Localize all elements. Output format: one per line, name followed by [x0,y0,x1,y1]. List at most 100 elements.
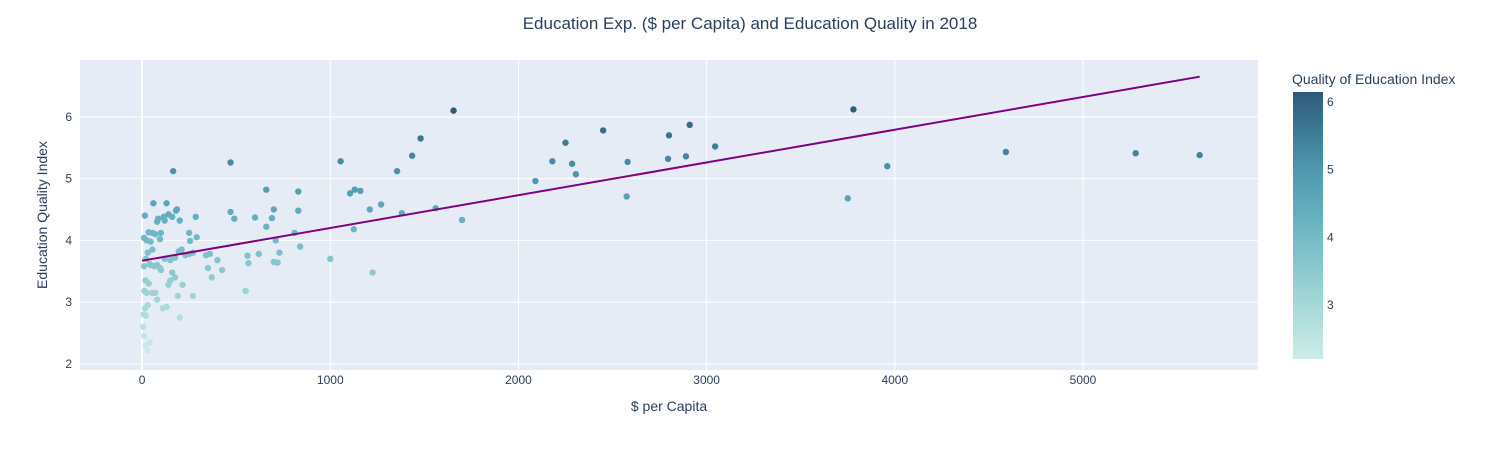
data-point [450,107,457,114]
data-point [623,193,630,200]
data-point [176,217,183,224]
colorbar-ticks: 3 4 5 6 [1327,95,1334,312]
data-point [366,206,373,213]
data-point [327,255,334,263]
data-point [157,229,165,237]
data-point [214,256,221,264]
data-point [179,281,186,288]
data-point [686,121,693,129]
y-tick-label: 4 [65,233,72,247]
chart-title: Education Exp. ($ per Capita) and Educat… [523,14,978,33]
data-point [227,208,234,216]
data-point [337,158,344,165]
data-point [149,246,156,253]
colorbar-tick-label: 3 [1327,298,1334,312]
x-tick-label: 0 [139,373,146,387]
data-point [270,206,278,213]
data-point [295,188,302,195]
data-point [532,177,539,185]
data-point [599,127,607,134]
data-point [562,139,569,146]
data-point [682,153,690,160]
data-point [351,186,358,193]
colorbar [1293,92,1323,359]
data-point [227,159,234,166]
data-point [268,214,276,222]
data-point [153,261,161,269]
x-axis-title: $ per Capita [631,398,707,414]
data-point [276,249,283,256]
y-axis-ticks: 2 3 4 5 6 [65,110,72,371]
data-point [163,200,170,207]
data-point [208,274,215,281]
data-point [377,201,385,208]
data-point [144,249,151,256]
data-point [263,186,270,193]
x-tick-label: 2000 [505,373,532,387]
data-point [274,259,281,266]
data-point [161,217,168,224]
x-tick-label: 1000 [317,373,344,387]
data-point [145,280,152,287]
data-point [1196,151,1203,159]
data-point [357,187,364,195]
data-point [624,158,631,166]
data-point [255,250,262,258]
data-point [295,207,302,214]
data-point [193,234,200,241]
data-point [140,332,148,340]
y-axis-title: Education Quality Index [34,141,50,289]
colorbar-tick-label: 5 [1327,163,1334,177]
data-point [192,213,199,221]
x-tick-label: 5000 [1070,373,1097,387]
y-tick-label: 3 [65,295,72,309]
data-point [141,212,149,219]
y-tick-label: 5 [65,172,72,186]
colorbar-tick-label: 4 [1327,230,1334,244]
data-point [549,158,556,165]
data-point [850,106,857,113]
data-point [244,252,251,259]
data-point [157,266,165,274]
data-point [568,160,576,167]
data-point [263,223,270,230]
data-point [169,167,177,175]
y-tick-label: 2 [65,357,72,371]
data-point [167,277,174,284]
data-point [185,229,193,237]
data-point [572,171,580,178]
data-point [152,289,159,297]
data-point [1002,148,1010,156]
data-points [139,106,1203,354]
data-point [346,190,354,197]
data-point [169,213,176,221]
data-point [174,292,182,300]
colorbar-tick-label: 6 [1327,95,1334,109]
x-tick-label: 4000 [881,373,908,387]
data-point [142,312,150,319]
data-point [245,259,252,267]
data-point [417,135,424,142]
data-point [167,256,174,264]
data-point [206,250,214,258]
data-point [350,226,358,233]
data-point [204,264,212,272]
data-point [169,269,176,276]
data-point [163,303,170,311]
data-point [139,323,147,330]
data-point [176,314,183,321]
plot-area [80,60,1258,370]
data-point [408,152,416,159]
data-point [140,263,148,270]
data-point [173,206,181,213]
data-point [154,215,162,222]
x-tick-label: 3000 [693,373,720,387]
data-point [156,235,164,243]
data-point [369,269,376,276]
data-point [150,200,157,207]
data-point [1132,150,1139,157]
data-point [144,301,151,309]
data-point [458,216,466,224]
data-point [231,215,238,222]
trendline [141,75,1200,262]
